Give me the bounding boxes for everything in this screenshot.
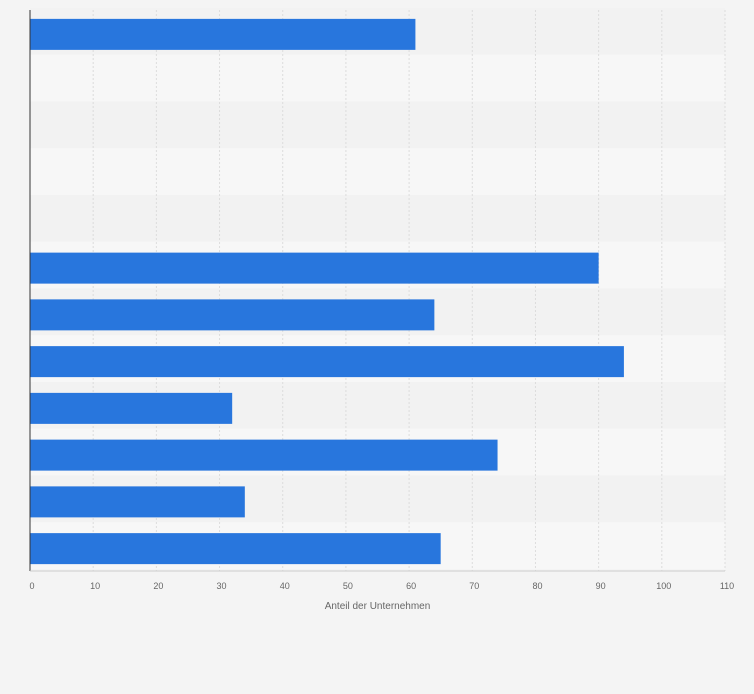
- x-tick-label: 90: [596, 581, 606, 591]
- x-tick-label: 30: [217, 581, 227, 591]
- x-tick-label: 100: [656, 581, 671, 591]
- x-tick-label: 20: [153, 581, 163, 591]
- row-bands: [30, 8, 725, 569]
- x-tick-label: 110: [720, 581, 734, 591]
- bar: [30, 439, 498, 471]
- bar: [30, 299, 435, 331]
- x-tick-label: 70: [469, 581, 479, 591]
- bar: [30, 18, 416, 50]
- x-tick-label: 0: [29, 581, 34, 591]
- x-tick-label: 50: [343, 581, 353, 591]
- row-band: [30, 101, 725, 149]
- bar: [30, 486, 245, 518]
- grid-lines: [92, 10, 726, 571]
- x-tick-label: 40: [280, 581, 290, 591]
- bar: [30, 346, 624, 378]
- bar: [30, 252, 599, 284]
- bar: [30, 533, 441, 565]
- row-band: [30, 54, 725, 102]
- x-tick-label: 60: [406, 581, 416, 591]
- bars: [30, 18, 624, 565]
- bar: [30, 392, 233, 424]
- x-axis-title: Anteil der Unternehmen: [325, 601, 431, 612]
- row-band: [30, 195, 725, 242]
- row-band: [30, 148, 725, 195]
- x-tick-label: 10: [90, 581, 100, 591]
- x-tick-label: 80: [532, 581, 542, 591]
- axes: [29, 10, 725, 572]
- x-tick-labels: 0 10 20 30 40 50 60 70 80 90 100 110: [29, 581, 734, 591]
